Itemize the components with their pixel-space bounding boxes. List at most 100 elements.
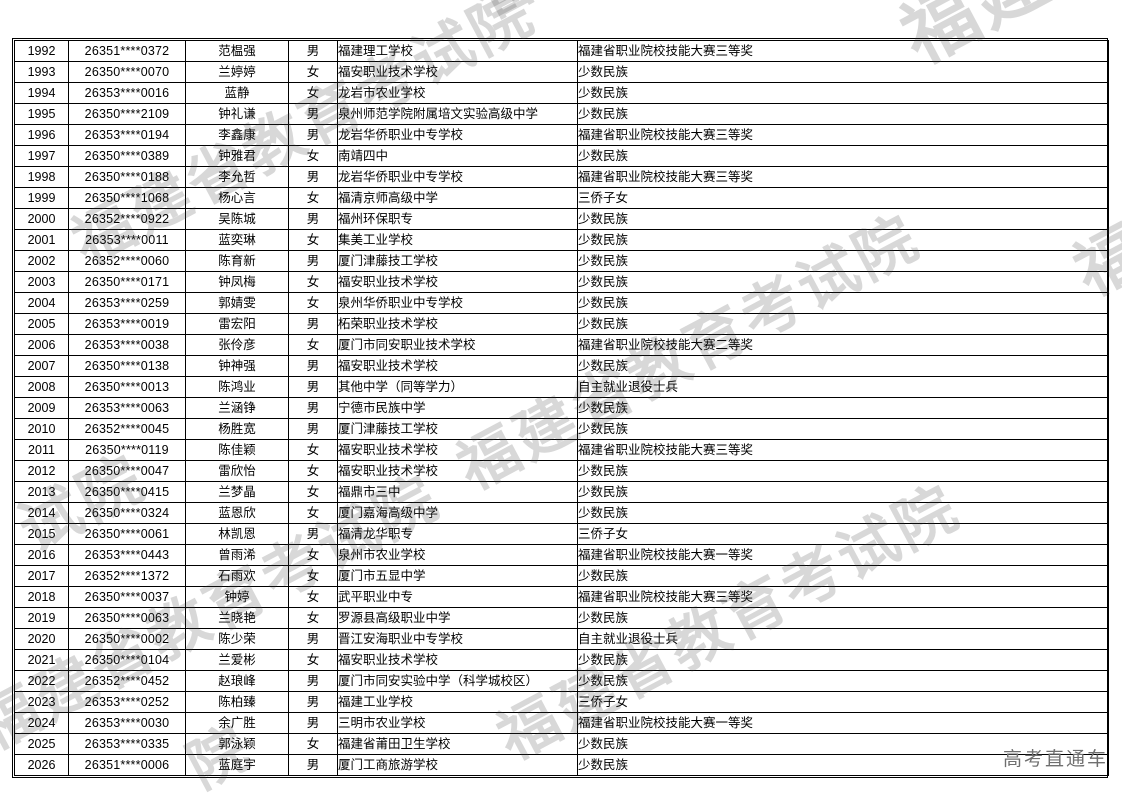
cell-name: 蓝庭宇 xyxy=(185,754,289,776)
table-row: 2020 26350****0002 陈少荣男晋江安海职业中专学校 自主就业退役士兵 xyxy=(14,628,1109,650)
cell-exam-id: 26350****0324 xyxy=(68,502,186,524)
cell-sex: 女 xyxy=(288,61,338,83)
cell-seq: 2015 xyxy=(14,523,69,545)
cell-seq: 1997 xyxy=(14,145,69,167)
cell-note: 少数民族 xyxy=(577,649,1109,671)
cell-note: 福建省职业院校技能大赛三等奖 xyxy=(577,439,1109,461)
cell-note: 少数民族 xyxy=(577,670,1109,692)
cell-school: 福清龙华职专 xyxy=(337,523,578,545)
cell-school: 福清京师高级中学 xyxy=(337,187,578,209)
cell-exam-id: 26350****0013 xyxy=(68,376,186,398)
cell-note: 少数民族 xyxy=(577,145,1109,167)
cell-seq: 1993 xyxy=(14,61,69,83)
cell-exam-id: 26353****0016 xyxy=(68,82,186,104)
cell-school: 龙岩市农业学校 xyxy=(337,82,578,104)
table-row: 2002 26352****0060 陈育新男厦门津藤技工学校 少数民族 xyxy=(14,250,1109,272)
cell-sex: 男 xyxy=(288,355,338,377)
cell-school: 罗源县高级职业中学 xyxy=(337,607,578,629)
cell-sex: 男 xyxy=(288,628,338,650)
cell-school: 福安职业技术学校 xyxy=(337,649,578,671)
cell-exam-id: 26353****0030 xyxy=(68,712,186,734)
cell-note: 少数民族 xyxy=(577,292,1109,314)
cell-exam-id: 26350****0138 xyxy=(68,355,186,377)
cell-seq: 2000 xyxy=(14,208,69,230)
cell-seq: 2022 xyxy=(14,670,69,692)
cell-school: 三明市农业学校 xyxy=(337,712,578,734)
cell-exam-id: 26350****0389 xyxy=(68,145,186,167)
cell-exam-id: 26353****0252 xyxy=(68,691,186,713)
cell-exam-id: 26353****0038 xyxy=(68,334,186,356)
cell-note: 少数民族 xyxy=(577,271,1109,293)
table-row: 1998 26350****0188 李允哲男龙岩华侨职业中专学校 福建省职业院校技能… xyxy=(14,166,1109,188)
cell-note: 少数民族 xyxy=(577,397,1109,419)
candidate-table-body: 1992 26351****0372 范榅强男福建理工学校 福建省职业院校技能大赛三等… xyxy=(14,40,1109,776)
cell-sex: 女 xyxy=(288,460,338,482)
cell-seq: 1992 xyxy=(14,40,69,62)
cell-note: 自主就业退役士兵 xyxy=(577,628,1109,650)
cell-sex: 男 xyxy=(288,250,338,272)
cell-name: 郭泳颖 xyxy=(185,733,289,755)
cell-note: 少数民族 xyxy=(577,103,1109,125)
table-row: 2007 26350****0138 钟神强男福安职业技术学校 少数民族 xyxy=(14,355,1109,377)
cell-school: 集美工业学校 xyxy=(337,229,578,251)
cell-exam-id: 26352****0922 xyxy=(68,208,186,230)
cell-seq: 2017 xyxy=(14,565,69,587)
cell-note: 少数民族 xyxy=(577,418,1109,440)
cell-exam-id: 26350****0119 xyxy=(68,439,186,461)
cell-school: 福州环保职专 xyxy=(337,208,578,230)
cell-exam-id: 26351****0006 xyxy=(68,754,186,776)
cell-name: 张伶彦 xyxy=(185,334,289,356)
cell-exam-id: 26353****0443 xyxy=(68,544,186,566)
cell-exam-id: 26353****0063 xyxy=(68,397,186,419)
cell-sex: 男 xyxy=(288,691,338,713)
table-row: 1994 26353****0016 蓝静女龙岩市农业学校 少数民族 xyxy=(14,82,1109,104)
cell-seq: 2012 xyxy=(14,460,69,482)
cell-seq: 2007 xyxy=(14,355,69,377)
cell-sex: 女 xyxy=(288,82,338,104)
cell-name: 李允哲 xyxy=(185,166,289,188)
cell-name: 陈佳颖 xyxy=(185,439,289,461)
cell-name: 曾雨浠 xyxy=(185,544,289,566)
cell-school: 福安职业技术学校 xyxy=(337,271,578,293)
cell-note: 福建省职业院校技能大赛三等奖 xyxy=(577,166,1109,188)
cell-exam-id: 26353****0335 xyxy=(68,733,186,755)
cell-sex: 男 xyxy=(288,40,338,62)
cell-school: 柘荣职业技术学校 xyxy=(337,313,578,335)
cell-exam-id: 26352****0060 xyxy=(68,250,186,272)
cell-sex: 女 xyxy=(288,271,338,293)
cell-name: 蓝静 xyxy=(185,82,289,104)
cell-sex: 女 xyxy=(288,586,338,608)
cell-sex: 女 xyxy=(288,145,338,167)
cell-note: 少数民族 xyxy=(577,607,1109,629)
table-row: 2021 26350****0104 兰爱彬女福安职业技术学校 少数民族 xyxy=(14,649,1109,671)
cell-sex: 男 xyxy=(288,670,338,692)
cell-school: 晋江安海职业中专学校 xyxy=(337,628,578,650)
candidate-table-container: 1992 26351****0372 范榅强男福建理工学校 福建省职业院校技能大赛三等… xyxy=(12,38,1109,778)
cell-name: 范榅强 xyxy=(185,40,289,62)
cell-name: 蓝恩欣 xyxy=(185,502,289,524)
cell-school: 厦门嘉海高级中学 xyxy=(337,502,578,524)
cell-seq: 2021 xyxy=(14,649,69,671)
cell-school: 福建工业学校 xyxy=(337,691,578,713)
cell-sex: 女 xyxy=(288,187,338,209)
cell-seq: 2020 xyxy=(14,628,69,650)
cell-sex: 男 xyxy=(288,418,338,440)
cell-name: 钟礼谦 xyxy=(185,103,289,125)
table-row: 1999 26350****1068 杨心言女福清京师高级中学 三侨子女 xyxy=(14,187,1109,209)
cell-sex: 女 xyxy=(288,565,338,587)
cell-school: 厦门工商旅游学校 xyxy=(337,754,578,776)
cell-name: 兰婷婷 xyxy=(185,61,289,83)
cell-name: 兰晓艳 xyxy=(185,607,289,629)
cell-sex: 男 xyxy=(288,712,338,734)
cell-school: 福安职业技术学校 xyxy=(337,355,578,377)
table-row: 2014 26350****0324 蓝恩欣女厦门嘉海高级中学 少数民族 xyxy=(14,502,1109,524)
cell-note: 三侨子女 xyxy=(577,691,1109,713)
cell-note: 少数民族 xyxy=(577,82,1109,104)
cell-note: 少数民族 xyxy=(577,754,1109,776)
cell-school: 南靖四中 xyxy=(337,145,578,167)
table-row: 2026 26351****0006 蓝庭宇男厦门工商旅游学校 少数民族 xyxy=(14,754,1109,776)
cell-exam-id: 26350****0104 xyxy=(68,649,186,671)
cell-seq: 2014 xyxy=(14,502,69,524)
cell-school: 泉州师范学院附属培文实验高级中学 xyxy=(337,103,578,125)
cell-seq: 2011 xyxy=(14,439,69,461)
